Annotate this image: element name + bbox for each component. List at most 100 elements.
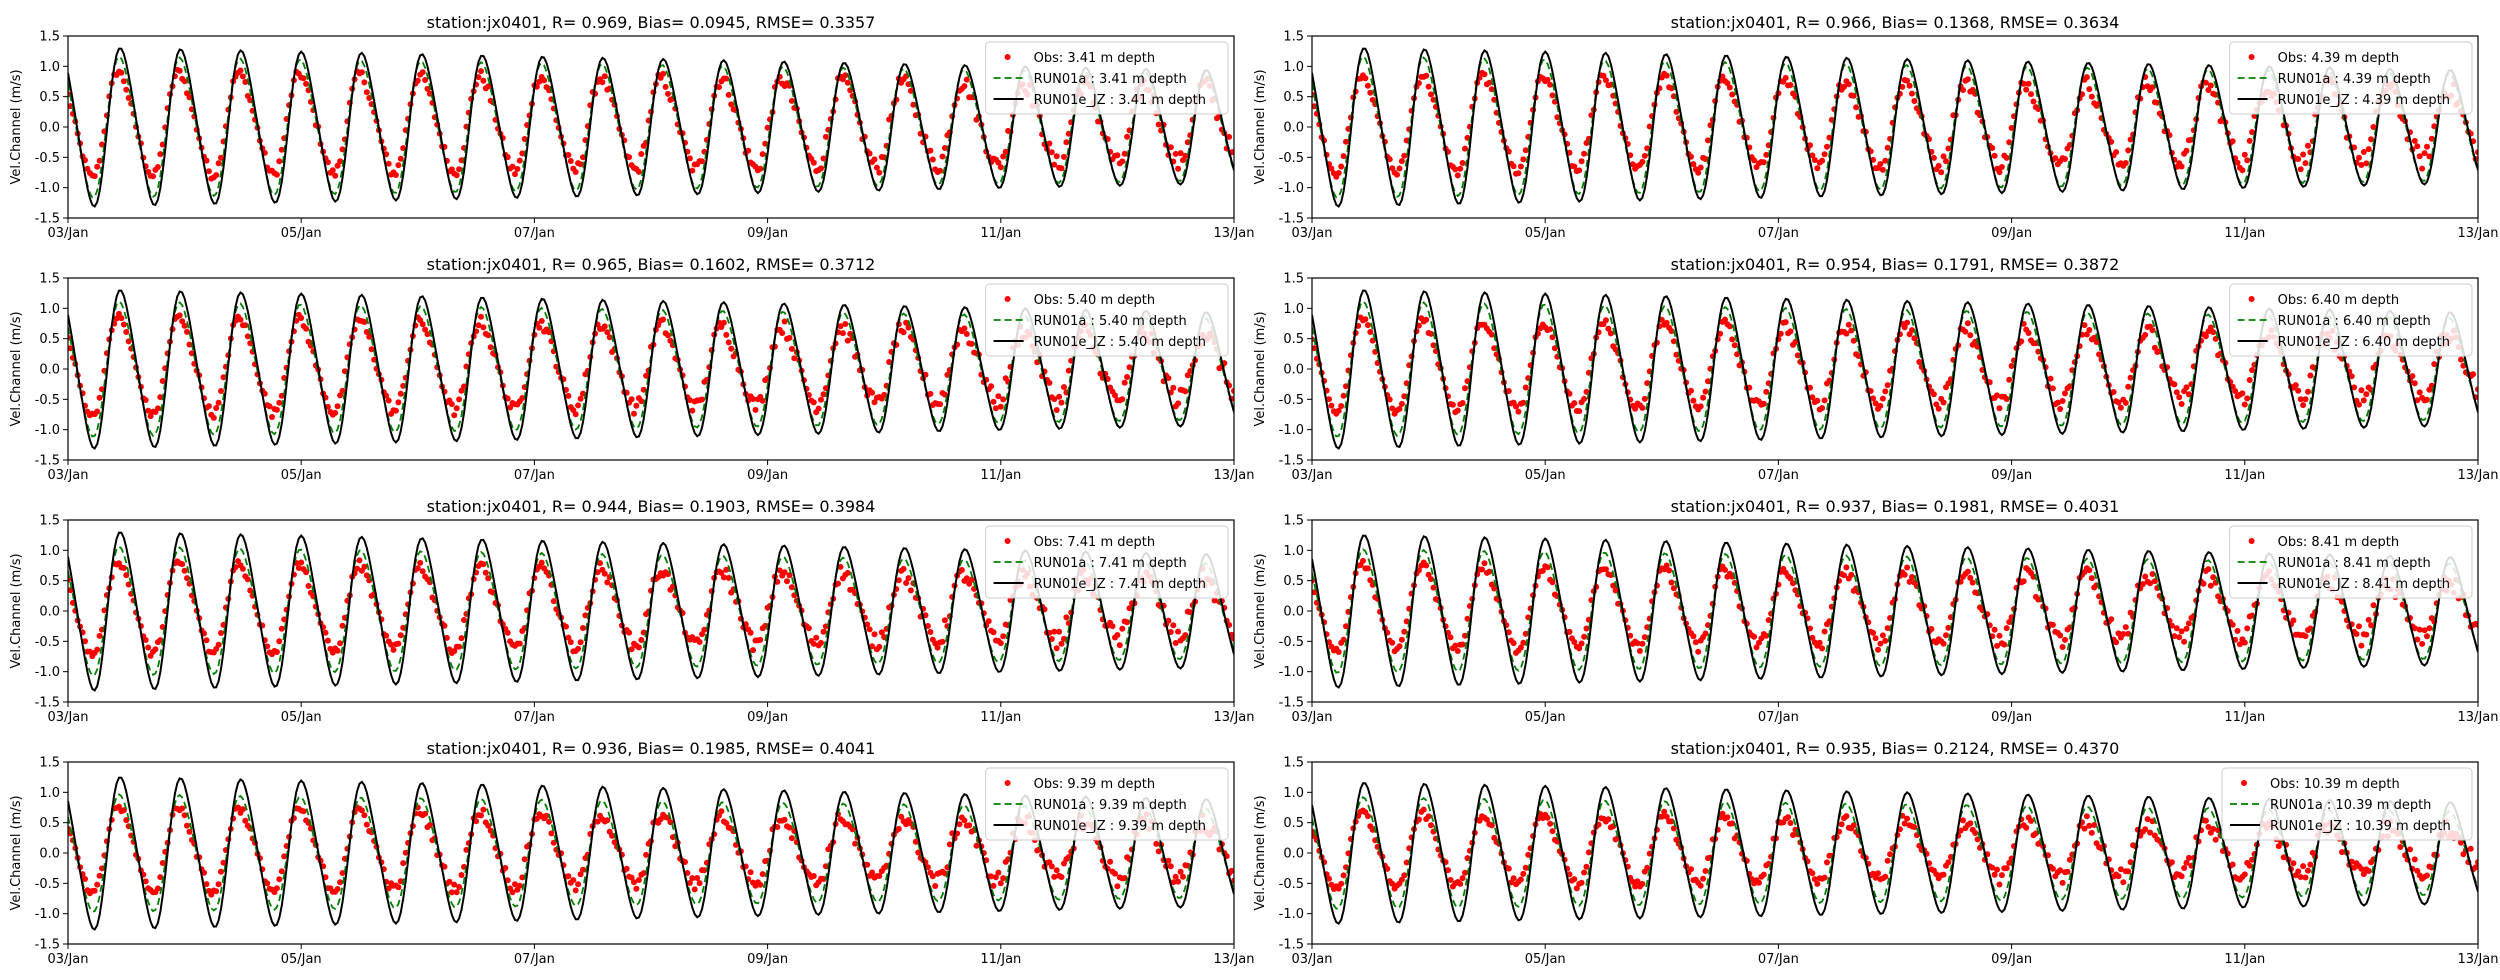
x-tick-label: 07/Jan bbox=[514, 468, 555, 483]
obs-point bbox=[2358, 642, 2365, 649]
obs-point bbox=[781, 569, 788, 576]
obs-point bbox=[1121, 150, 1128, 157]
obs-point bbox=[1790, 832, 1796, 838]
obs-point bbox=[2057, 632, 2064, 639]
y-tick-label: 0.0 bbox=[39, 605, 60, 620]
obs-point bbox=[2365, 868, 2372, 874]
y-axis: -1.5 -1.0 -0.5 0.0 0.5 1.0 1.5 bbox=[35, 756, 68, 953]
obs-point bbox=[973, 842, 980, 849]
y-tick-label: 1.5 bbox=[39, 514, 60, 529]
obs-point bbox=[1401, 152, 1408, 159]
obs-point bbox=[2368, 136, 2375, 143]
obs-point bbox=[2358, 865, 2365, 872]
obs-point bbox=[1838, 821, 1845, 828]
obs-point bbox=[2168, 622, 2175, 629]
obs-point bbox=[691, 886, 698, 893]
obs-point bbox=[453, 172, 460, 179]
obs-point bbox=[157, 151, 164, 158]
y-tick-label: 1.5 bbox=[39, 30, 60, 45]
obs-point bbox=[1719, 73, 1726, 80]
obs-point bbox=[1119, 625, 1126, 632]
obs-point bbox=[2297, 396, 2304, 403]
obs-point bbox=[2207, 324, 2214, 331]
obs-point bbox=[567, 639, 574, 646]
obs-point bbox=[1000, 875, 1007, 882]
obs-point bbox=[1870, 629, 1877, 636]
obs-point bbox=[1722, 316, 1728, 323]
obs-point bbox=[849, 826, 856, 833]
subplot-title: station:jx0401, R= 0.937, Bias= 0.1981, … bbox=[1671, 497, 2120, 516]
obs-point bbox=[303, 80, 310, 87]
obs-point bbox=[1960, 87, 1966, 93]
obs-point bbox=[701, 867, 708, 874]
legend-obs-label: Obs: 10.39 m depth bbox=[2270, 777, 2400, 792]
obs-point bbox=[1483, 816, 1490, 823]
obs-point bbox=[866, 626, 873, 633]
obs-point bbox=[2360, 397, 2367, 404]
obs-point bbox=[456, 643, 463, 650]
obs-point bbox=[1884, 382, 1891, 389]
obs-point bbox=[181, 812, 188, 819]
obs-point bbox=[844, 79, 851, 86]
y-tick-label: 0.5 bbox=[1283, 574, 1304, 589]
obs-point bbox=[2025, 330, 2032, 336]
obs-point bbox=[990, 882, 997, 889]
obs-point bbox=[1476, 817, 1483, 824]
obs-point bbox=[633, 402, 640, 409]
obs-point bbox=[2424, 633, 2430, 640]
subplot-2: station:jx0401, R= 0.966, Bias= 0.1368, … bbox=[1253, 13, 2498, 241]
obs-point bbox=[1690, 397, 1697, 404]
obs-point bbox=[478, 68, 484, 75]
obs-point bbox=[968, 340, 975, 347]
x-tick-label: 09/Jan bbox=[1991, 710, 2032, 725]
obs-point bbox=[2028, 91, 2034, 98]
obs-point bbox=[2122, 624, 2129, 631]
subplot-title: station:jx0401, R= 0.966, Bias= 0.1368, … bbox=[1671, 13, 2120, 32]
obs-point bbox=[201, 869, 207, 876]
obs-point bbox=[1940, 871, 1947, 878]
obs-point bbox=[1362, 75, 1369, 82]
obs-point bbox=[2062, 156, 2068, 162]
obs-point bbox=[1882, 873, 1889, 880]
obs-point bbox=[878, 629, 885, 636]
y-tick-label: -1.0 bbox=[1279, 907, 1304, 922]
obs-point bbox=[1326, 396, 1332, 403]
obs-point bbox=[1063, 614, 1070, 621]
obs-point bbox=[1449, 401, 1456, 408]
obs-point bbox=[244, 333, 251, 340]
obs-point bbox=[927, 147, 934, 154]
obs-point bbox=[1343, 623, 1349, 630]
obs-point bbox=[337, 879, 344, 886]
obs-point bbox=[1000, 396, 1007, 403]
obs-point bbox=[1428, 576, 1434, 583]
obs-point bbox=[2202, 79, 2209, 86]
obs-point bbox=[1170, 384, 1177, 391]
obs-point bbox=[2127, 374, 2134, 381]
obs-point bbox=[2142, 573, 2149, 580]
obs-point bbox=[82, 638, 88, 645]
obs-point bbox=[1670, 825, 1677, 832]
y-axis: -1.5 -1.0 -0.5 0.0 0.5 1.0 1.5 bbox=[1279, 30, 1312, 227]
data-area bbox=[1312, 289, 2478, 450]
obs-point bbox=[2358, 387, 2365, 394]
obs-point bbox=[2424, 143, 2430, 150]
obs-point bbox=[997, 164, 1004, 171]
y-tick-label: 0.0 bbox=[1283, 363, 1304, 378]
y-tick-label: 0.0 bbox=[1283, 847, 1304, 862]
obs-point bbox=[1126, 364, 1133, 371]
obs-point bbox=[2008, 125, 2015, 131]
obs-point bbox=[1167, 144, 1174, 151]
obs-point bbox=[1459, 875, 1466, 882]
obs-point bbox=[1182, 152, 1189, 159]
obs-point bbox=[2212, 836, 2219, 843]
obs-point bbox=[764, 124, 771, 131]
obs-point bbox=[2351, 384, 2358, 391]
obs-point bbox=[2290, 617, 2297, 624]
obs-point bbox=[1571, 876, 1578, 883]
obs-point bbox=[142, 878, 149, 885]
obs-point bbox=[1658, 813, 1665, 820]
obs-point bbox=[363, 821, 370, 828]
obs-point bbox=[1787, 82, 1794, 88]
obs-point bbox=[1935, 405, 1942, 412]
y-tick-label: 0.5 bbox=[39, 574, 60, 589]
